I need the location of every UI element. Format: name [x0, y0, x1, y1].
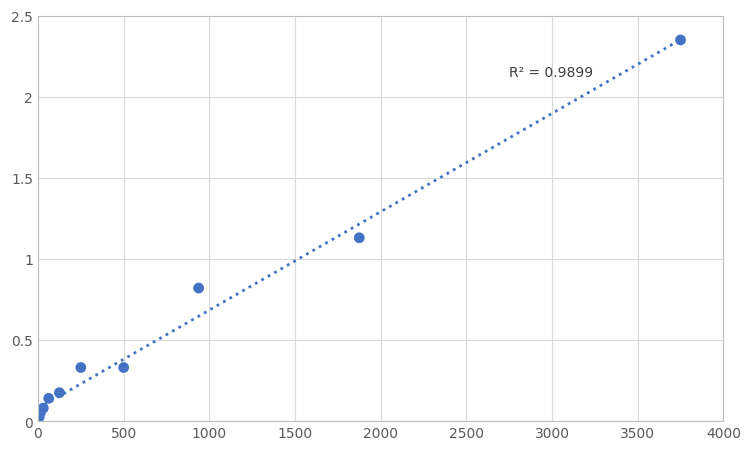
Point — [193, 285, 205, 292]
Point — [53, 389, 65, 396]
Point — [675, 37, 687, 45]
Point — [33, 413, 45, 420]
Point — [32, 418, 44, 425]
Point — [353, 235, 365, 242]
Point — [43, 395, 55, 402]
Point — [38, 405, 50, 412]
Point — [117, 364, 129, 371]
Point — [35, 409, 47, 416]
Point — [74, 364, 86, 371]
Text: R² = 0.9899: R² = 0.9899 — [509, 65, 593, 79]
